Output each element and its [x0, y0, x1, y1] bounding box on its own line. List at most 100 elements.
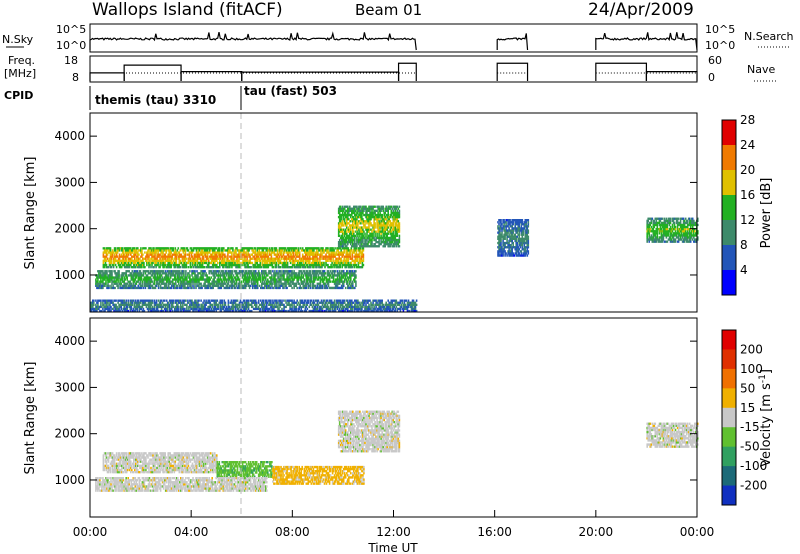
power-cell	[335, 303, 338, 306]
nave-label: Nave	[747, 63, 775, 76]
power-cell	[376, 309, 378, 313]
power-cell	[216, 274, 219, 277]
power-cell	[291, 282, 293, 285]
power-cell	[137, 263, 139, 267]
power-cell	[264, 305, 266, 309]
power-cell	[285, 278, 287, 281]
power-cell	[256, 282, 259, 285]
power-cell	[200, 276, 202, 279]
power-cell	[256, 253, 258, 256]
power-cell	[246, 276, 249, 279]
power-cell	[132, 309, 135, 313]
power-cell	[176, 253, 179, 256]
power-cell	[118, 247, 121, 250]
power-cell	[291, 266, 294, 269]
power-cell	[142, 259, 144, 262]
power-cell	[137, 286, 140, 290]
power-cell	[333, 253, 335, 256]
power-cell	[275, 301, 277, 304]
power-cell	[336, 280, 339, 283]
power-cell	[191, 272, 193, 275]
power-cell	[319, 270, 322, 273]
power-cell	[265, 278, 267, 281]
power-cell	[299, 299, 301, 302]
power-cell	[169, 309, 172, 313]
power-cell	[105, 251, 108, 254]
power-cell	[358, 247, 361, 250]
power-cell	[358, 266, 361, 269]
power-cell	[109, 305, 111, 309]
power-cell	[125, 253, 128, 256]
power-cell	[302, 284, 304, 287]
power-cell	[91, 309, 93, 313]
power-cell	[231, 276, 234, 279]
power-cell	[245, 272, 248, 275]
power-cell	[342, 301, 345, 304]
power-cell	[347, 286, 349, 290]
power-cell	[294, 301, 296, 304]
power-cell	[216, 255, 218, 258]
power-cell	[229, 249, 231, 252]
power-cell	[113, 305, 115, 309]
power-cell	[218, 249, 220, 252]
power-cell	[224, 303, 227, 306]
power-cell	[280, 255, 283, 258]
power-cell	[399, 307, 402, 311]
power-cell	[116, 259, 119, 262]
power-cell	[175, 272, 177, 275]
power-cell	[144, 303, 147, 306]
power-cell	[373, 299, 375, 302]
power-cell	[356, 307, 358, 311]
power-cell	[122, 263, 125, 267]
power-cell	[131, 309, 134, 313]
power-cell	[334, 270, 337, 273]
power-cell	[414, 301, 417, 304]
power-cell	[158, 247, 160, 250]
power-cell	[333, 272, 336, 275]
power-cell	[304, 309, 307, 313]
power-cell	[169, 286, 172, 290]
power-cell	[90, 305, 92, 309]
power-cell	[167, 257, 169, 260]
power-cell	[217, 257, 219, 260]
power-cell	[153, 299, 156, 302]
power-cell	[214, 255, 217, 258]
power-cell	[291, 276, 293, 279]
power-cell	[271, 247, 274, 250]
power-cell	[146, 282, 149, 285]
power-cell	[308, 247, 310, 250]
power-cell	[233, 276, 236, 279]
power-cell	[296, 261, 299, 265]
power-cell	[218, 286, 221, 290]
power-cell	[354, 305, 356, 309]
power-cell	[256, 278, 259, 281]
power-cell	[321, 307, 324, 311]
power-cell	[342, 261, 344, 265]
power-cell	[222, 253, 224, 256]
power-cell	[263, 266, 266, 269]
power-cell	[352, 263, 355, 267]
power-cell	[203, 249, 206, 252]
power-cell	[220, 282, 223, 285]
power-cell	[203, 270, 205, 273]
power-cell	[168, 253, 170, 256]
power-cell	[285, 270, 287, 273]
power-cell	[91, 305, 93, 309]
power-cell	[260, 280, 262, 283]
power-cell	[365, 307, 367, 311]
power-cell	[103, 276, 105, 279]
power-cell	[110, 270, 112, 273]
power-cell	[133, 280, 136, 283]
power-cell	[115, 282, 117, 285]
power-cell	[244, 274, 247, 277]
power-cell	[137, 305, 140, 309]
power-cell	[335, 305, 338, 309]
power-cell	[182, 261, 185, 265]
power-cell	[132, 247, 134, 250]
power-cell	[104, 284, 106, 287]
power-cell	[125, 247, 128, 250]
power-cell	[177, 257, 180, 260]
power-cell	[276, 251, 279, 254]
power-cell	[260, 286, 262, 290]
power-cell	[227, 307, 230, 311]
